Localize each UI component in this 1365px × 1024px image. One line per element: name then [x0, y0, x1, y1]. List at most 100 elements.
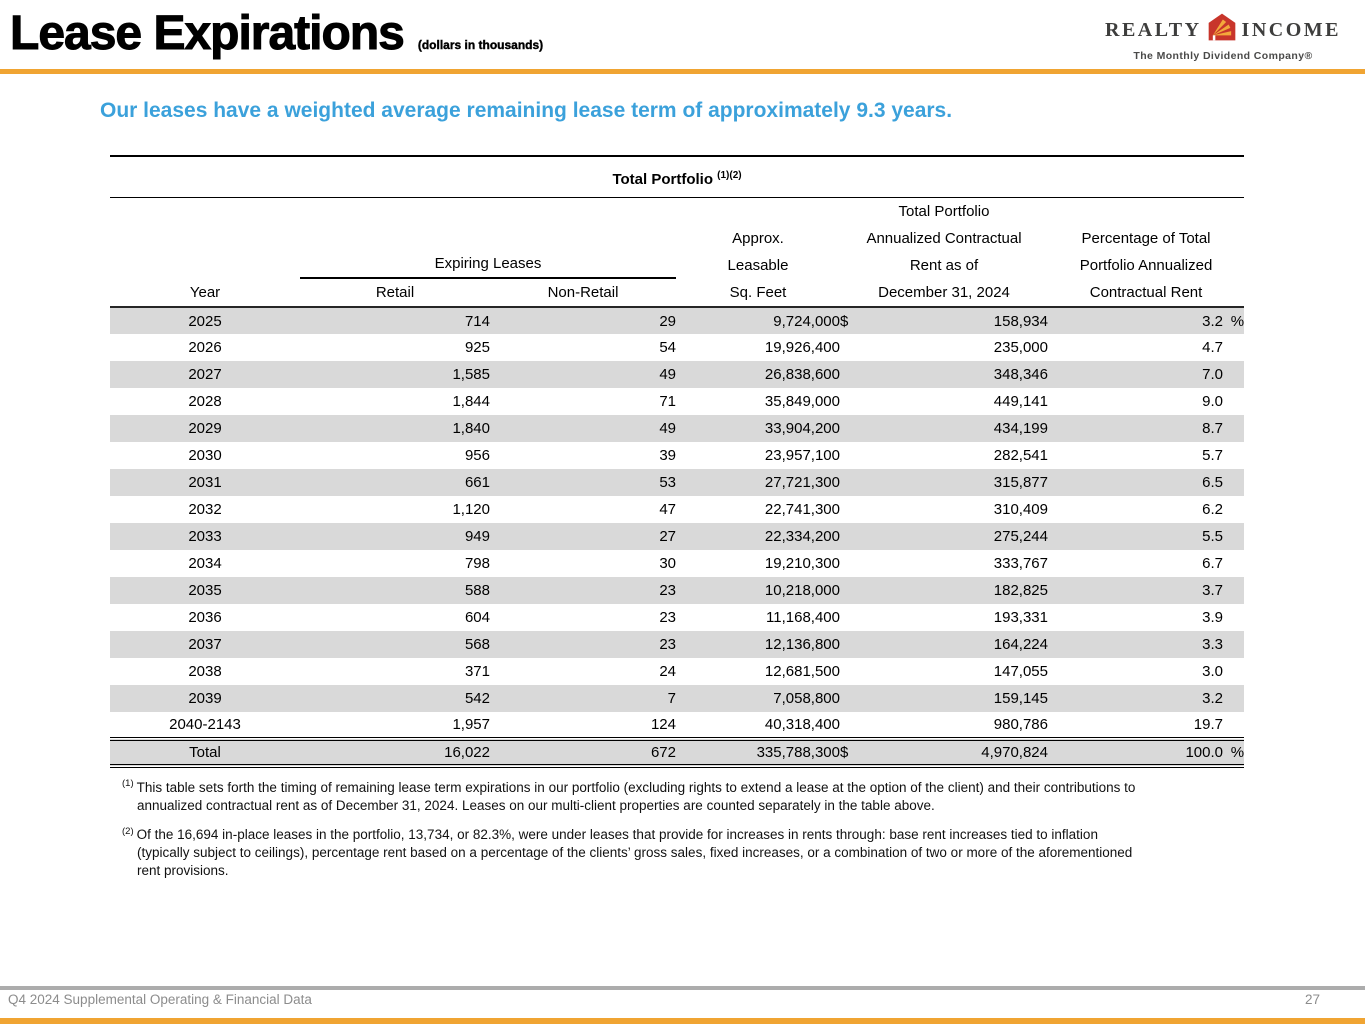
cell-percentage: 7.0: [1048, 361, 1223, 388]
cell-sqfeet: 33,904,200: [676, 415, 840, 442]
table-foot: Total 16,022 672 335,788,300 $ 4,970,824…: [110, 737, 1245, 768]
table-header-row-2: Retail Non-Retail: [110, 278, 1244, 307]
cell-sqfeet: 22,334,200: [676, 523, 840, 550]
table-row: 2037 568 23 12,136,800 164,224 3.3: [110, 631, 1245, 658]
lease-table-body: 2025 714 29 9,724,000 $ 158,934 3.2 % 20…: [110, 307, 1245, 739]
cell-percentage: 5.5: [1048, 523, 1223, 550]
footer-page-number: 27: [1304, 992, 1320, 1007]
cell-percentage: 5.7: [1202, 447, 1223, 464]
cell-retail: 1,957: [452, 716, 490, 733]
col-header-year: Year: [189, 284, 221, 301]
cell-retail: 371: [464, 663, 490, 680]
cell-retail: 956: [464, 447, 490, 464]
table-row: 2036 604 23 11,168,400 193,331 3.9: [110, 604, 1244, 631]
logo-wordmark: REALTY INCOME: [1105, 13, 1338, 47]
col-header-sqfeet: Approx. Leasable Sq. Feet: [727, 230, 789, 301]
total-retail: 16,022: [300, 737, 490, 768]
total-percentage: 100.0: [1048, 737, 1223, 768]
header-accent-rule: [0, 69, 1365, 74]
title-units-note: (dollars in thousands): [417, 38, 544, 52]
total-sqfeet: 335,788,300: [676, 737, 840, 768]
cell-year: 2026: [188, 339, 222, 356]
cell-retail: 714: [300, 307, 490, 334]
lease-expirations-table-wrap: Total Portfolio (1)(2) Year Expiring Lea…: [110, 155, 1245, 768]
cell-year: 2034: [188, 555, 222, 572]
cell-sqfeet: 40,318,400: [764, 716, 840, 733]
footnote-2-marker: (2): [122, 825, 134, 837]
footnote-1: (1) This table sets forth the timing of r…: [122, 775, 1152, 815]
cell-percentage: 8.7: [1048, 415, 1223, 442]
cell-year: 2036: [188, 609, 222, 626]
footnotes: (1) This table sets forth the timing of r…: [122, 775, 1152, 888]
cell-nonretail: 49: [490, 415, 676, 442]
total-dollar-sign: $: [840, 737, 858, 768]
table-row: 2032 1,120 47 22,741,300 310,409 6.2: [110, 496, 1244, 523]
cell-percent-sign: [1223, 604, 1244, 631]
cell-year: 2025: [110, 307, 300, 334]
cell-nonretail: 7: [490, 685, 676, 712]
cell-percent-sign: [1223, 712, 1244, 739]
col-header-percentage: Percentage of Total Portfolio Annualized…: [1079, 230, 1213, 301]
cell-year: 2033: [110, 523, 300, 550]
cell-rent: 158,934: [858, 307, 1048, 334]
cell-dollar-sign: [840, 712, 858, 739]
page-header: Lease Expirations (dollars in thousands) …: [0, 0, 1365, 74]
table-row: 2033 949 27 22,334,200 275,244 5.5: [110, 523, 1245, 550]
cell-sqfeet: 10,218,000: [676, 577, 840, 604]
cell-dollar-sign: [840, 388, 858, 415]
cell-year: 2027: [110, 361, 300, 388]
cell-nonretail: 23: [659, 609, 676, 626]
cell-nonretail: 24: [659, 663, 676, 680]
cell-rent: 193,331: [993, 609, 1048, 626]
table-row: 2035 588 23 10,218,000 182,825 3.7: [110, 577, 1245, 604]
table-row: 2039 542 7 7,058,800 159,145 3.2: [110, 685, 1245, 712]
cell-year: 2037: [110, 631, 300, 658]
cell-nonretail: 71: [659, 393, 676, 410]
cell-dollar-sign: $: [840, 307, 858, 334]
cell-retail: 568: [300, 631, 490, 658]
cell-nonretail: 54: [659, 339, 676, 356]
cell-year: 2031: [110, 469, 300, 496]
cell-sqfeet: 22,741,300: [764, 501, 840, 518]
cell-nonretail: 47: [659, 501, 676, 518]
logo-word-realty: REALTY: [1105, 18, 1202, 41]
cell-nonretail: 49: [490, 361, 676, 388]
cell-retail: 1,120: [452, 501, 490, 518]
cell-year: 2035: [110, 577, 300, 604]
footnote-1-text: This table sets forth the timing of rema…: [136, 779, 1136, 813]
cell-retail: 542: [300, 685, 490, 712]
cell-percentage: 6.5: [1048, 469, 1223, 496]
page-title-text: Lease Expirations: [10, 7, 406, 61]
footnote-2-text: Of the 16,694 in-place leases in the por…: [136, 827, 1133, 878]
cell-sqfeet: 23,957,100: [764, 447, 840, 464]
cell-rent: 235,000: [993, 339, 1048, 356]
cell-dollar-sign: [840, 469, 858, 496]
page-footer: Q4 2024 Supplemental Operating & Financi…: [8, 992, 1320, 1007]
cell-percentage: 3.7: [1048, 577, 1223, 604]
cell-sqfeet: 11,168,400: [766, 609, 840, 626]
cell-percentage: 4.7: [1202, 339, 1223, 356]
cell-sqfeet: 35,849,000: [764, 393, 840, 410]
cell-rent: 159,145: [858, 685, 1048, 712]
cell-sqfeet: 12,136,800: [676, 631, 840, 658]
footnote-2: (2) Of the 16,694 in-place leases in the …: [122, 823, 1152, 881]
total-label: Total: [110, 737, 300, 768]
cell-dollar-sign: [840, 631, 858, 658]
cell-percentage: 3.2: [1048, 307, 1223, 334]
cell-sqfeet: 9,724,000: [676, 307, 840, 334]
total-nonretail: 672: [490, 737, 676, 768]
footer-accent-bar: [0, 1018, 1365, 1024]
group-header: Total Portfolio (1)(2): [110, 155, 1245, 198]
cell-nonretail: 23: [490, 577, 676, 604]
cell-dollar-sign: [840, 550, 858, 577]
cell-rent: 333,767: [993, 555, 1048, 572]
total-row: Total 16,022 672 335,788,300 $ 4,970,824…: [110, 737, 1245, 768]
col-header-retail: Retail: [375, 284, 415, 301]
cell-sqfeet: 19,210,300: [764, 555, 840, 572]
table-row: 2031 661 53 27,721,300 315,877 6.5: [110, 469, 1245, 496]
cell-rent: 348,346: [858, 361, 1048, 388]
table-row: 2027 1,585 49 26,838,600 348,346 7.0: [110, 361, 1245, 388]
cell-rent: 980,786: [993, 716, 1048, 733]
lease-expirations-table: Total Portfolio (1)(2) Year Expiring Lea…: [110, 155, 1245, 768]
cell-percent-sign: %: [1223, 307, 1245, 334]
